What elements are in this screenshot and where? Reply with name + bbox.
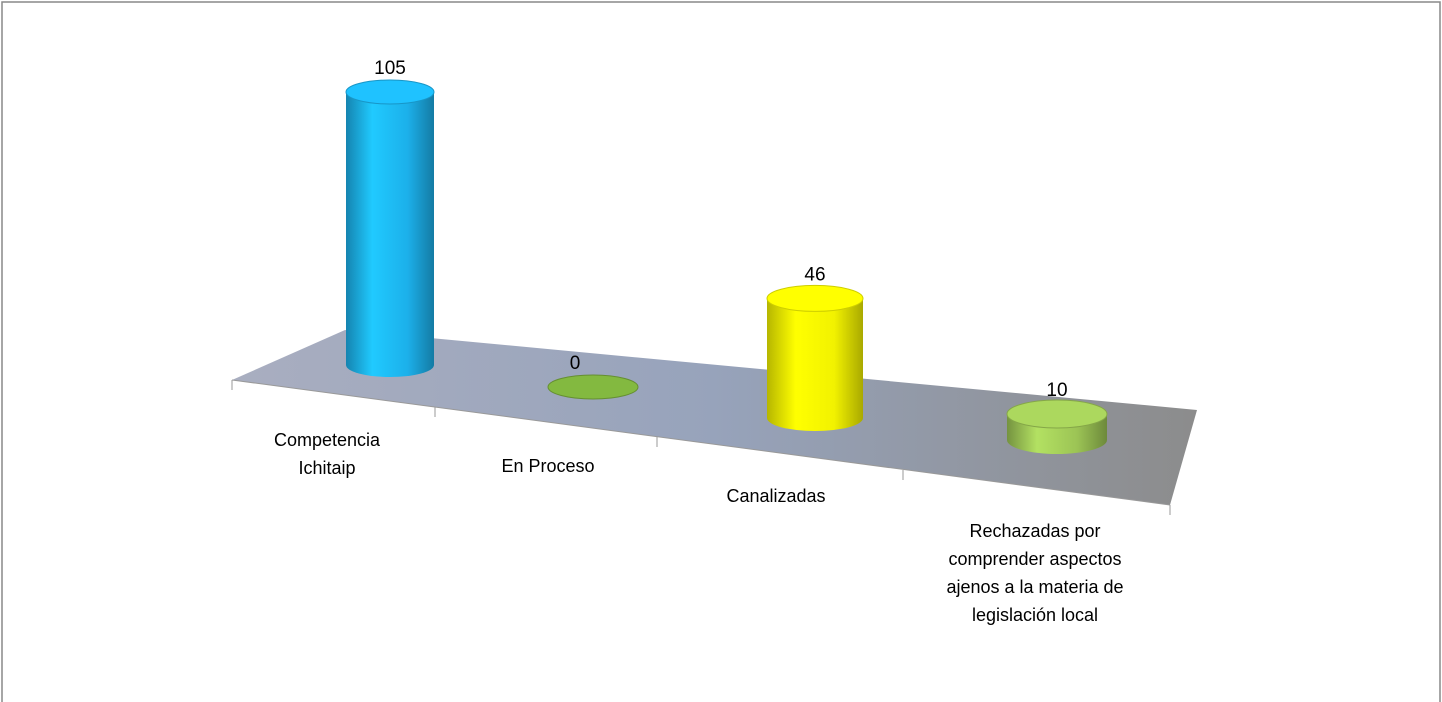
bar-top bbox=[1006, 399, 1108, 429]
x-tick-label: Rechazadas por comprender aspectos ajeno… bbox=[946, 521, 1124, 625]
data-label: 10 bbox=[1046, 380, 1067, 401]
floor bbox=[232, 330, 1197, 505]
bar-top bbox=[766, 284, 864, 312]
data-label: 46 bbox=[804, 264, 825, 285]
x-tick-label: Competencia Ichitaip bbox=[273, 430, 381, 478]
bar bbox=[346, 92, 434, 377]
floor-edge bbox=[231, 379, 1171, 506]
bar bbox=[767, 298, 863, 431]
data-label: 105 bbox=[374, 58, 406, 79]
category-ticks bbox=[231, 380, 1171, 515]
bar-top bbox=[547, 374, 639, 400]
bar-top bbox=[345, 79, 435, 105]
data-label: 0 bbox=[570, 353, 581, 374]
x-tick-label: Canalizadas bbox=[726, 486, 826, 506]
x-tick-label: En Proceso bbox=[501, 456, 595, 476]
